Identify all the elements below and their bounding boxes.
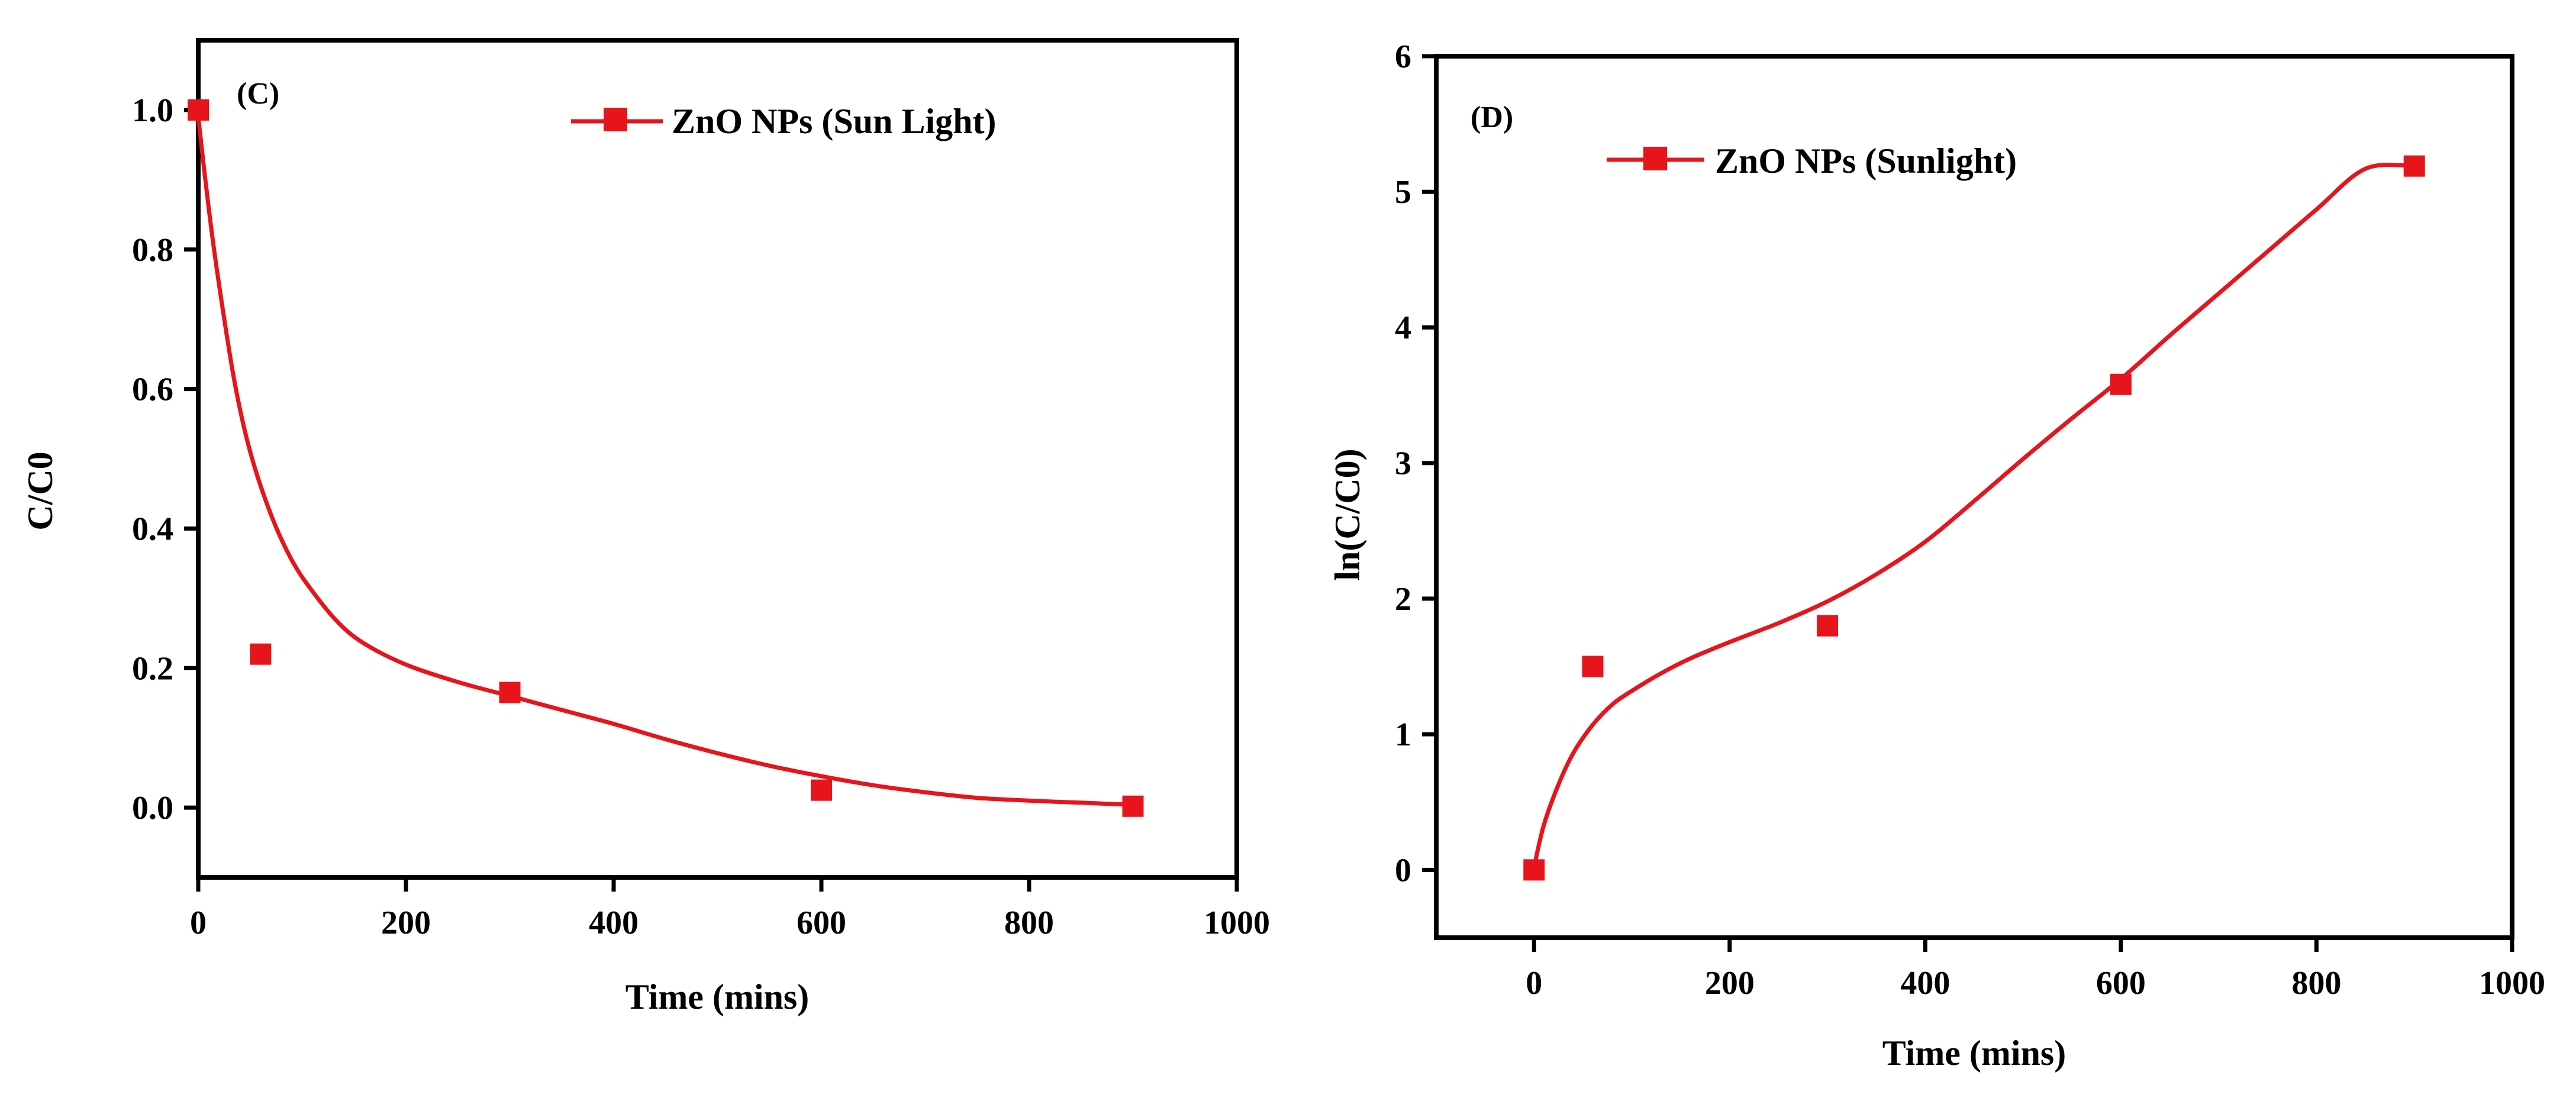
legend-marker [604,108,627,131]
tick-marks [1422,54,2514,952]
y-tick-label: 0 [1395,852,1411,889]
data-point [499,682,521,703]
legend: ZnO NPs (Sunlight) [1607,141,2017,180]
legend: ZnO NPs (Sun Light) [571,102,997,141]
tick-labels: 0 200 400 600 800 1000 0 1 2 3 4 5 6 [1395,38,2545,1002]
data-point [188,99,209,121]
legend-label: ZnO NPs (Sun Light) [672,102,997,141]
y-tick-label: 0.0 [132,790,173,826]
x-tick-label: 800 [2291,965,2341,1002]
y-tick-label: 0.8 [132,232,173,269]
x-tick-label: 1000 [1204,905,1270,941]
fit-curve [1532,163,2414,868]
legend-marker [1643,147,1667,170]
y-tick-label: 4 [1395,309,1411,346]
y-tick-label: 2 [1395,581,1411,618]
y-tick-label: 1.0 [132,92,173,129]
data-point [250,643,272,665]
panel-label: (C) [237,77,279,111]
y-tick-label: 0.4 [132,511,173,547]
y-tick-label: 6 [1395,38,1411,75]
x-axis-label: Time (mins) [1882,1034,2066,1073]
x-axis-label: Time (mins) [626,977,810,1016]
data-point [2403,155,2425,177]
y-tick-label: 1 [1395,716,1411,753]
y-tick-label: 3 [1395,445,1411,482]
y-tick-label: 5 [1395,174,1411,211]
data-point [2110,373,2132,395]
data-point [1523,859,1545,881]
x-tick-label: 0 [190,905,207,941]
fit-curve [196,117,1133,807]
plot-area-frame [1434,54,2514,940]
x-tick-label: 400 [589,905,639,941]
data-point [1582,656,1604,677]
x-tick-label: 600 [2096,965,2146,1002]
chart-panel-d: 0 200 400 600 800 1000 0 1 2 3 4 5 6 (D) Time (mins)… [1328,38,2545,1073]
y-axis-label: ln(C/C0) [1328,448,1367,580]
y-tick-label: 0.2 [132,650,173,687]
data-point [811,779,832,801]
x-tick-label: 600 [797,905,846,941]
data-point [1817,615,1839,637]
legend-label: ZnO NPs (Sunlight) [1715,141,2017,180]
y-tick-label: 0.6 [132,372,173,408]
series-layer [188,99,1144,817]
plot-area-frame [196,38,1239,880]
series-layer [1523,155,2425,881]
data-point [1122,795,1144,817]
x-tick-label: 800 [1004,905,1054,941]
x-tick-label: 200 [1705,965,1755,1002]
x-tick-label: 1000 [2479,965,2545,1002]
tick-marks [184,108,1239,892]
panel-label: (D) [1471,101,1513,134]
x-tick-label: 400 [1900,965,1950,1002]
x-tick-label: 200 [381,905,431,941]
tick-labels: 0 200 400 600 800 1000 0.0 0.2 0.4 0.6 0.8 1.0 [132,92,1270,941]
y-axis-label: C/C0 [21,451,60,530]
x-tick-label: 0 [1526,965,1542,1002]
